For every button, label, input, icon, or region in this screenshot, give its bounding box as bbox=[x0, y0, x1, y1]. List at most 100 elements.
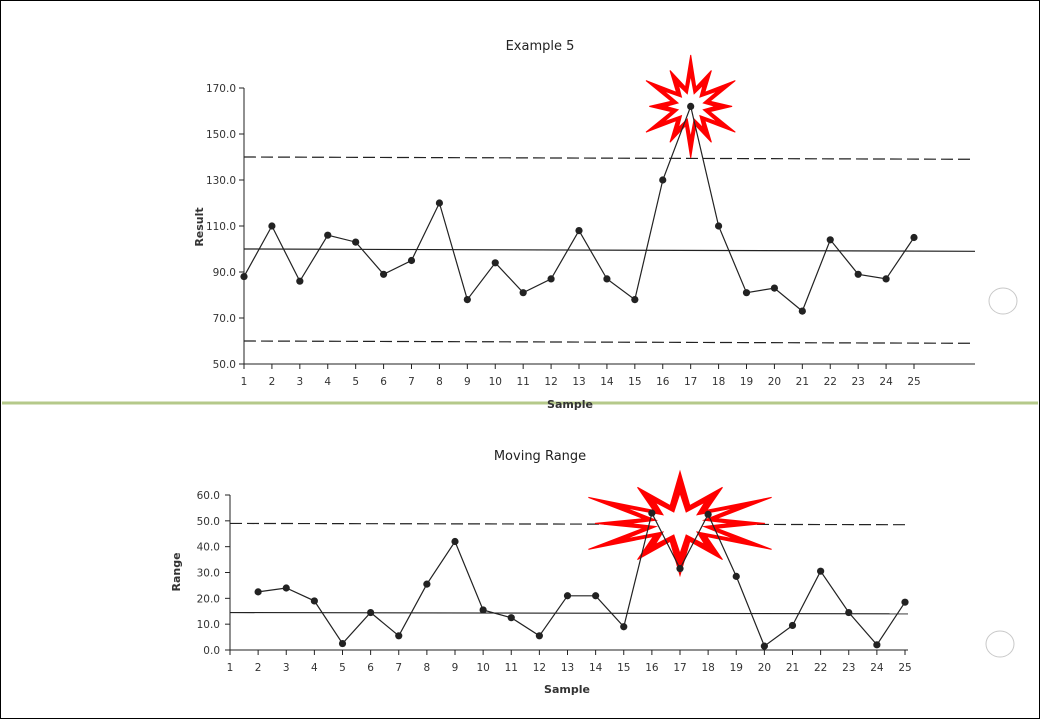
data-point bbox=[873, 641, 881, 649]
data-point bbox=[592, 592, 600, 600]
chart1-x-axis-label: Sample bbox=[547, 398, 593, 411]
x-tick-label: 17 bbox=[673, 662, 686, 674]
x-tick-label: 10 bbox=[476, 662, 489, 674]
data-point bbox=[479, 606, 487, 614]
x-tick-label: 1 bbox=[227, 662, 234, 674]
data-point bbox=[324, 231, 332, 239]
chart2-plot-area: 0.010.020.030.040.050.060.01 2 3 4 5 6 7 8 9 10 11… bbox=[197, 469, 912, 674]
y-tick-label: 10.0 bbox=[197, 619, 220, 631]
data-point bbox=[254, 588, 262, 596]
data-point bbox=[648, 509, 656, 517]
data-point bbox=[296, 277, 304, 285]
x-tick-label: 17 bbox=[684, 376, 697, 388]
center-line bbox=[229, 611, 909, 615]
x-tick-label: 9 bbox=[452, 662, 459, 674]
data-point bbox=[240, 273, 248, 281]
data-point bbox=[882, 275, 890, 283]
data-point bbox=[507, 614, 515, 622]
data-point bbox=[519, 289, 527, 297]
data-point bbox=[826, 236, 834, 244]
data-point bbox=[817, 567, 825, 575]
data-point bbox=[395, 632, 403, 640]
x-tick-label: 8 bbox=[424, 662, 431, 674]
data-point bbox=[367, 608, 375, 617]
data-point bbox=[435, 199, 444, 207]
data-point bbox=[491, 259, 499, 267]
x-tick-label: 12 bbox=[544, 376, 557, 388]
y-tick-label: 0.0 bbox=[203, 645, 220, 657]
x-tick-label: 19 bbox=[730, 662, 743, 674]
series-line bbox=[258, 511, 906, 648]
x-tick-label: 15 bbox=[628, 376, 641, 388]
data-point bbox=[547, 275, 555, 283]
x-tick-label: 1 bbox=[241, 376, 248, 388]
center-line bbox=[243, 248, 976, 252]
data-point bbox=[854, 270, 862, 278]
data-point bbox=[901, 598, 909, 606]
x-tick-label: 25 bbox=[898, 662, 911, 674]
x-tick-label: 3 bbox=[296, 376, 303, 388]
data-point bbox=[659, 176, 667, 184]
x-tick-label: 12 bbox=[533, 662, 546, 674]
data-point bbox=[379, 270, 388, 278]
data-point bbox=[788, 621, 797, 630]
y-tick-label: 40.0 bbox=[197, 542, 220, 554]
data-point bbox=[910, 233, 918, 242]
x-tick-label: 2 bbox=[269, 376, 276, 388]
x-tick-label: 6 bbox=[380, 376, 387, 388]
chart1-y-axis-label: Result bbox=[193, 207, 206, 246]
x-tick-label: 16 bbox=[656, 376, 670, 388]
x-tick-label: 14 bbox=[589, 662, 603, 674]
x-tick-label: 23 bbox=[842, 662, 855, 674]
x-tick-label: 11 bbox=[516, 376, 529, 388]
x-tick-label: 25 bbox=[907, 376, 920, 388]
data-point bbox=[676, 565, 684, 573]
x-tick-label: 4 bbox=[324, 376, 331, 388]
x-tick-label: 7 bbox=[408, 376, 415, 388]
x-tick-label: 16 bbox=[645, 662, 659, 674]
x-tick-label: 6 bbox=[367, 662, 374, 674]
x-tick-label: 13 bbox=[572, 376, 585, 388]
data-point bbox=[704, 510, 712, 518]
x-tick-label: 22 bbox=[814, 662, 827, 674]
data-point bbox=[451, 537, 459, 546]
y-tick-label: 170.0 bbox=[206, 83, 236, 95]
data-point bbox=[687, 102, 695, 110]
x-tick-label: 23 bbox=[851, 376, 864, 388]
data-point bbox=[563, 592, 572, 600]
data-point bbox=[714, 222, 723, 230]
x-tick-label: 11 bbox=[505, 662, 518, 674]
x-tick-label: 3 bbox=[283, 662, 290, 674]
data-point bbox=[732, 572, 740, 580]
control-limit-line bbox=[229, 522, 909, 526]
chart1-title: Example 5 bbox=[506, 39, 575, 54]
x-tick-label: 20 bbox=[768, 376, 781, 388]
data-point bbox=[423, 580, 431, 588]
y-tick-label: 60.0 bbox=[197, 490, 220, 502]
binder-hole-icon bbox=[985, 630, 1015, 658]
data-point bbox=[845, 608, 853, 617]
x-tick-label: 13 bbox=[561, 662, 574, 674]
data-point bbox=[268, 222, 276, 230]
x-tick-label: 20 bbox=[758, 662, 771, 674]
data-point bbox=[760, 642, 768, 650]
chart2-x-axis-label: Sample bbox=[544, 683, 590, 696]
data-point bbox=[620, 623, 628, 631]
x-tick-label: 22 bbox=[824, 376, 837, 388]
y-tick-label: 70.0 bbox=[213, 313, 236, 325]
y-tick-label: 30.0 bbox=[197, 568, 220, 580]
binder-hole-icon bbox=[988, 287, 1018, 315]
x-tick-label: 10 bbox=[489, 376, 502, 388]
data-point bbox=[535, 632, 543, 640]
starburst-inner bbox=[629, 494, 731, 552]
chart2-y-axis-label: Range bbox=[170, 552, 183, 591]
y-tick-label: 50.0 bbox=[213, 359, 236, 371]
series-line bbox=[243, 104, 915, 313]
data-point bbox=[742, 289, 751, 297]
y-tick-label: 90.0 bbox=[213, 267, 236, 279]
x-tick-label: 8 bbox=[436, 376, 443, 388]
data-point bbox=[575, 227, 583, 235]
data-point bbox=[352, 238, 360, 246]
control-limit-line bbox=[243, 340, 976, 344]
